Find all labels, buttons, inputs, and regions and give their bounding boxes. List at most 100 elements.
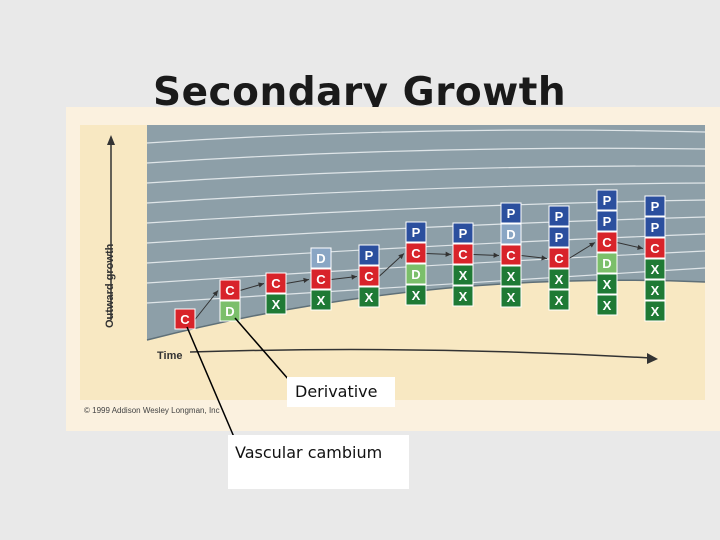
cell-x: X <box>405 284 427 306</box>
cell-letter: X <box>603 277 612 292</box>
derivation-arrow <box>378 253 405 277</box>
cell-box <box>405 263 427 285</box>
cell-letter: X <box>272 297 281 312</box>
cell-c: C <box>265 272 287 294</box>
cell-p: P <box>405 221 427 243</box>
cell-letter: C <box>458 247 468 262</box>
cell-box <box>548 289 570 311</box>
cell-x: X <box>500 265 522 287</box>
derivation-arrowhead <box>212 290 218 297</box>
cell-x: X <box>358 286 380 308</box>
time-arrowhead <box>647 353 658 364</box>
cell-box <box>452 222 474 244</box>
cell-d: D <box>219 300 241 322</box>
cell-x: X <box>644 258 666 280</box>
cell-letter: C <box>271 276 281 291</box>
bark-line <box>146 147 706 164</box>
cell-x: X <box>596 294 618 316</box>
cell-box <box>310 289 332 311</box>
cell-p: P <box>452 222 474 244</box>
y-axis-arrowhead <box>107 135 115 145</box>
cell-columns: CDCXCXCDXCPXDCPXXCPXXCDPXXCPPXXDCPPXXXCP… <box>174 189 666 330</box>
cell-letter: C <box>602 235 612 250</box>
cell-letter: D <box>316 251 325 266</box>
cell-box <box>405 242 427 264</box>
cell-d: D <box>310 247 332 269</box>
cell-box <box>358 286 380 308</box>
cell-letter: C <box>316 272 326 287</box>
cell-c: C <box>644 237 666 259</box>
cell-box <box>358 244 380 266</box>
cell-c: C <box>310 268 332 290</box>
cell-p: P <box>596 189 618 211</box>
cell-box <box>265 293 287 315</box>
cell-letter: P <box>651 199 660 214</box>
cell-letter: X <box>651 283 660 298</box>
bark-line <box>146 165 706 184</box>
cell-letter: D <box>506 227 515 242</box>
cell-box <box>500 244 522 266</box>
cell-box <box>644 279 666 301</box>
derivation-arrowhead <box>398 253 404 260</box>
derivation-arrowhead <box>351 274 357 280</box>
cell-c: C <box>174 308 196 330</box>
cell-box <box>500 202 522 224</box>
cell-letter: D <box>411 267 420 282</box>
cell-p: P <box>500 202 522 224</box>
cell-letter: P <box>412 225 421 240</box>
derivation-arrowhead <box>445 251 451 257</box>
derivation-arrowhead <box>589 242 595 248</box>
bark-line <box>146 129 706 144</box>
cell-c: C <box>405 242 427 264</box>
cell-c: C <box>358 265 380 287</box>
cell-box <box>644 216 666 238</box>
cell-box <box>596 273 618 295</box>
derivation-arrowhead <box>541 255 547 261</box>
cell-p: P <box>644 216 666 238</box>
cell-letter: P <box>603 214 612 229</box>
cell-letter: D <box>225 304 234 319</box>
cell-letter: X <box>555 293 564 308</box>
derivative-pointer <box>234 317 290 381</box>
cell-p: P <box>596 210 618 232</box>
cell-letter: C <box>411 246 421 261</box>
derivation-arrowhead <box>258 282 264 288</box>
cell-box <box>219 279 241 301</box>
cell-letter: P <box>365 248 374 263</box>
cell-letter: D <box>602 256 611 271</box>
cambium-pointer <box>186 326 235 438</box>
cell-box <box>500 265 522 287</box>
cell-letter: C <box>650 241 660 256</box>
vascular-cambium-label: Vascular cambium <box>228 435 409 489</box>
cell-box <box>452 243 474 265</box>
cell-c: C <box>452 243 474 265</box>
cell-box <box>596 252 618 274</box>
cell-letter: X <box>507 269 516 284</box>
cell-x: X <box>452 264 474 286</box>
cell-letter: P <box>507 206 516 221</box>
cell-box <box>500 286 522 308</box>
cell-p: P <box>548 205 570 227</box>
derivation-arrows <box>194 242 644 320</box>
cell-box <box>310 268 332 290</box>
cell-letter: C <box>225 283 235 298</box>
cell-box <box>596 294 618 316</box>
cell-box <box>500 223 522 245</box>
cell-box <box>548 205 570 227</box>
cell-c: C <box>548 247 570 269</box>
cell-x: X <box>644 279 666 301</box>
derivation-arrowhead <box>637 244 643 250</box>
cell-p: P <box>358 244 380 266</box>
cell-box <box>644 195 666 217</box>
cell-box <box>452 285 474 307</box>
derivation-arrowhead <box>303 277 309 283</box>
cell-letter: P <box>651 220 660 235</box>
time-arrow <box>189 348 651 359</box>
cell-c: C <box>596 231 618 253</box>
cell-x: X <box>644 300 666 322</box>
cell-x: X <box>548 289 570 311</box>
cell-d: D <box>500 223 522 245</box>
cell-box <box>596 189 618 211</box>
cell-c: C <box>500 244 522 266</box>
cell-box <box>548 268 570 290</box>
